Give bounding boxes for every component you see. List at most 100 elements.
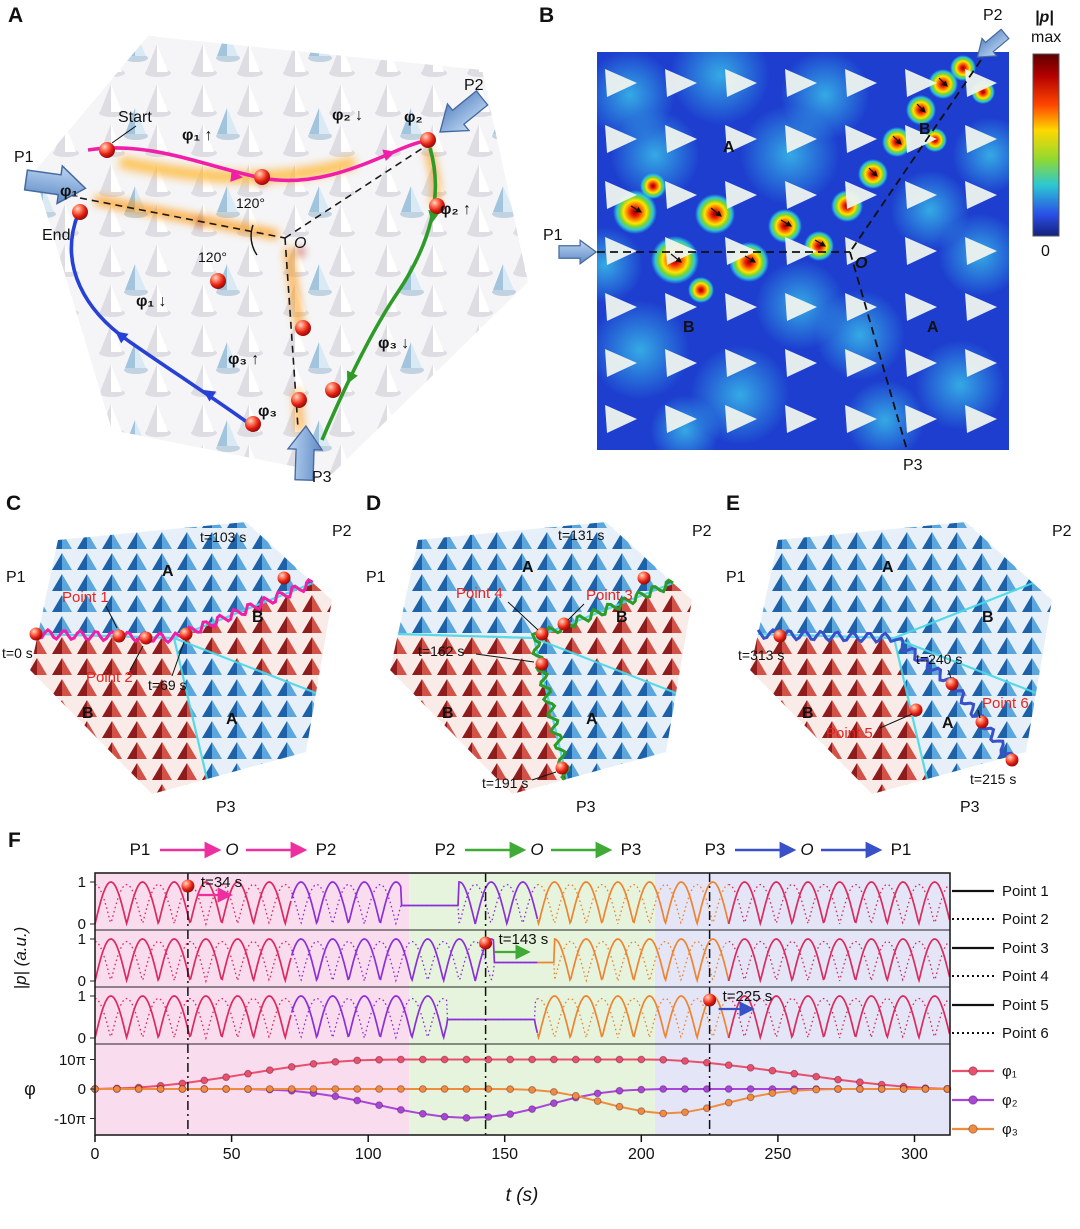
phi-marker-3 xyxy=(746,1093,755,1102)
region-a-top xyxy=(398,522,673,638)
label-phi3-down: φ₃ ↓ xyxy=(378,335,409,352)
phi-marker-3 xyxy=(113,1085,121,1093)
x-tick-label-150: 150 xyxy=(491,1146,518,1163)
phi-marker-3 xyxy=(200,1085,209,1093)
region-b-right xyxy=(534,583,692,693)
angle-arc xyxy=(250,224,258,256)
route3-to: P1 xyxy=(891,840,912,859)
label-p2: P2 xyxy=(464,77,484,94)
region-a-bottom xyxy=(174,638,316,779)
phi-marker-2 xyxy=(637,1085,646,1094)
solid-trace-row1 xyxy=(94,881,292,927)
solid-trace-row3 xyxy=(727,995,951,1041)
solid-trace-row3 xyxy=(94,995,292,1041)
phi-marker-2 xyxy=(506,1110,515,1119)
label-p3: P3 xyxy=(216,799,236,816)
phi-tick-top: 10π xyxy=(59,1052,86,1069)
label-t-mid: t=240 s xyxy=(916,651,962,667)
region-b-left xyxy=(30,634,207,794)
phi-marker-1 xyxy=(397,1055,405,1064)
arrowhead-magenta-icon xyxy=(382,149,396,162)
phi-marker-1 xyxy=(375,1055,384,1064)
phi-marker-1 xyxy=(484,1055,493,1064)
start-pointer-line xyxy=(111,125,137,144)
label-p1: P1 xyxy=(6,569,26,586)
phi-marker-1 xyxy=(331,1058,340,1066)
label-region-b-right: B xyxy=(616,609,628,626)
phi-marker-3 xyxy=(877,1085,886,1093)
legend-phi2: φ₂ xyxy=(1002,1092,1018,1109)
phi-marker-1 xyxy=(287,1063,296,1071)
arrowhead-green-icon xyxy=(346,370,358,384)
phi-marker-3 xyxy=(134,1085,143,1093)
beam-arrow-p1-icon xyxy=(558,239,597,265)
label-region-a-top: A xyxy=(162,563,174,580)
phi-marker-2 xyxy=(659,1085,668,1093)
phi-marker-3 xyxy=(506,1085,515,1094)
annotation-label-3: t=225 s xyxy=(723,988,773,1005)
colorbar-gradient xyxy=(1032,53,1060,237)
phi-line-1 xyxy=(94,1058,948,1090)
phi-marker-2 xyxy=(484,1113,493,1121)
region-b-left xyxy=(390,634,567,794)
phi-marker-1 xyxy=(790,1069,799,1078)
route1-via: O xyxy=(225,840,238,859)
region-a-top xyxy=(38,522,313,638)
plot-region-1 xyxy=(95,873,410,1135)
label-region-b-left: B xyxy=(82,705,94,722)
phi-marker-3 xyxy=(571,1091,580,1100)
route2-via: O xyxy=(530,840,543,859)
phi-marker-1 xyxy=(244,1069,252,1078)
label-t-mid: t=162 s xyxy=(418,643,464,659)
pointer-lines xyxy=(475,601,585,781)
x-tick-label-250: 250 xyxy=(765,1146,792,1163)
event-sphere-3 xyxy=(703,993,717,1007)
label-region-a-bottom: A xyxy=(586,711,598,728)
lattice-regions xyxy=(390,522,692,794)
phase-series xyxy=(91,1055,952,1122)
label-phi2-up: φ₂ ↑ xyxy=(440,201,471,218)
route1-from: P1 xyxy=(130,840,151,859)
panel-e: E P1 P2 P3 A B B A t=215 s t=240 s t=313… xyxy=(726,492,1072,816)
x-tick-label-100: 100 xyxy=(355,1146,382,1163)
phi-tick-bottom: -10π xyxy=(54,1111,86,1128)
label-phi3: φ₃ xyxy=(258,403,277,420)
phi-marker-3 xyxy=(724,1098,733,1107)
phi-marker-1 xyxy=(768,1066,777,1075)
solid-trace-row1 xyxy=(290,881,539,927)
phi-marker-2 xyxy=(353,1096,362,1105)
label-phi2-down: φ₂ ↓ xyxy=(332,107,363,124)
phi-marker-2 xyxy=(440,1112,449,1121)
phi-marker-3 xyxy=(397,1085,405,1093)
phi-marker-2 xyxy=(746,1085,755,1093)
label-p2: P2 xyxy=(1052,523,1072,540)
x-axis-ticks: 0 50 100 150 200 250 300 xyxy=(91,1135,928,1163)
ytick-0-row3: 0 xyxy=(78,1030,86,1047)
label-p2: P2 xyxy=(332,523,352,540)
panel-d-letter: D xyxy=(366,492,381,515)
panel-c-letter: C xyxy=(6,492,21,515)
label-region-a-top: A xyxy=(522,559,534,576)
phi-marker-3 xyxy=(440,1085,449,1093)
label-p3: P3 xyxy=(903,457,923,474)
solid-trace-row2 xyxy=(537,937,730,984)
phi-marker-3 xyxy=(790,1086,799,1095)
phi-marker-1 xyxy=(200,1076,209,1085)
arrowhead-blue-icon xyxy=(115,331,129,344)
xlabel: t (s) xyxy=(506,1185,539,1206)
label-origin: O xyxy=(855,255,868,272)
time-annotations: t=34 s t=143 s t=225 s xyxy=(181,874,773,1017)
label-phi1: φ₁ xyxy=(60,183,78,200)
phi-marker-2 xyxy=(550,1099,558,1108)
panel-f-letter: F xyxy=(8,829,21,852)
dotted-trace-row3 xyxy=(537,997,729,1040)
phi-marker-3 xyxy=(593,1097,602,1106)
particle-spheres xyxy=(773,629,1019,767)
label-phi2: φ₂ xyxy=(404,109,423,126)
phi-marker-3 xyxy=(921,1085,930,1093)
dotted-trace-row3 xyxy=(94,997,292,1041)
x-tick-label-200: 200 xyxy=(628,1146,655,1163)
phi-marker-1 xyxy=(615,1055,624,1064)
route2-from: P2 xyxy=(435,840,456,859)
path-p3-o-p1 xyxy=(69,213,260,432)
